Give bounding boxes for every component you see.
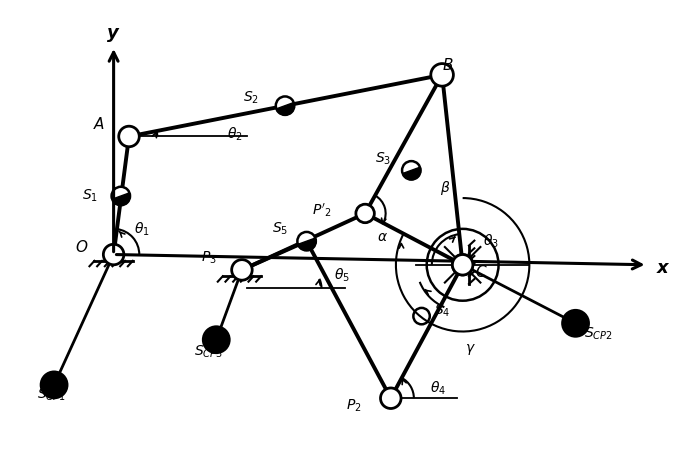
Circle shape bbox=[402, 161, 421, 180]
Text: $S_5$: $S_5$ bbox=[272, 220, 288, 237]
Circle shape bbox=[356, 204, 375, 223]
Text: $S_{CP1}$: $S_{CP1}$ bbox=[36, 387, 65, 403]
Circle shape bbox=[203, 326, 230, 353]
Wedge shape bbox=[112, 193, 130, 205]
Text: $\alpha$: $\alpha$ bbox=[377, 230, 388, 244]
Text: $\boldsymbol{x}$: $\boldsymbol{x}$ bbox=[655, 259, 670, 277]
Text: $\theta_4$: $\theta_4$ bbox=[430, 379, 446, 397]
Text: $S_2$: $S_2$ bbox=[244, 89, 259, 106]
Circle shape bbox=[381, 388, 401, 408]
Circle shape bbox=[232, 260, 252, 280]
Text: $S_{CP3}$: $S_{CP3}$ bbox=[194, 344, 223, 360]
Text: $\gamma$: $\gamma$ bbox=[464, 342, 475, 357]
Text: $A$: $A$ bbox=[93, 116, 105, 132]
Text: $\theta_3$: $\theta_3$ bbox=[483, 233, 499, 250]
Text: $P_2$: $P_2$ bbox=[346, 397, 362, 414]
Text: $O$: $O$ bbox=[74, 239, 88, 255]
Circle shape bbox=[40, 371, 68, 398]
Text: $S_4$: $S_4$ bbox=[434, 303, 450, 319]
Text: $S_3$: $S_3$ bbox=[375, 151, 391, 167]
Circle shape bbox=[298, 232, 316, 250]
Circle shape bbox=[276, 97, 294, 115]
Text: $B$: $B$ bbox=[443, 57, 454, 73]
Text: $S_1$: $S_1$ bbox=[82, 188, 99, 204]
Circle shape bbox=[452, 255, 473, 275]
Text: $\theta_2$: $\theta_2$ bbox=[227, 126, 242, 143]
Circle shape bbox=[431, 64, 454, 86]
Text: $\beta$: $\beta$ bbox=[440, 179, 450, 197]
Text: $S_{CP2}$: $S_{CP2}$ bbox=[584, 325, 612, 342]
Circle shape bbox=[452, 255, 473, 275]
Circle shape bbox=[103, 244, 124, 265]
Text: $C$: $C$ bbox=[475, 264, 487, 280]
Wedge shape bbox=[402, 167, 421, 180]
Text: $P'_2$: $P'_2$ bbox=[311, 202, 331, 219]
Text: $\theta_1$: $\theta_1$ bbox=[134, 220, 150, 238]
Text: $\boldsymbol{y}$: $\boldsymbol{y}$ bbox=[107, 26, 121, 44]
Circle shape bbox=[413, 308, 430, 325]
Circle shape bbox=[111, 187, 130, 205]
Text: $\theta_5$: $\theta_5$ bbox=[334, 266, 350, 284]
Circle shape bbox=[562, 310, 589, 337]
Wedge shape bbox=[298, 238, 316, 250]
Circle shape bbox=[119, 126, 139, 147]
Text: $P_3$: $P_3$ bbox=[200, 250, 216, 266]
Wedge shape bbox=[276, 103, 294, 115]
